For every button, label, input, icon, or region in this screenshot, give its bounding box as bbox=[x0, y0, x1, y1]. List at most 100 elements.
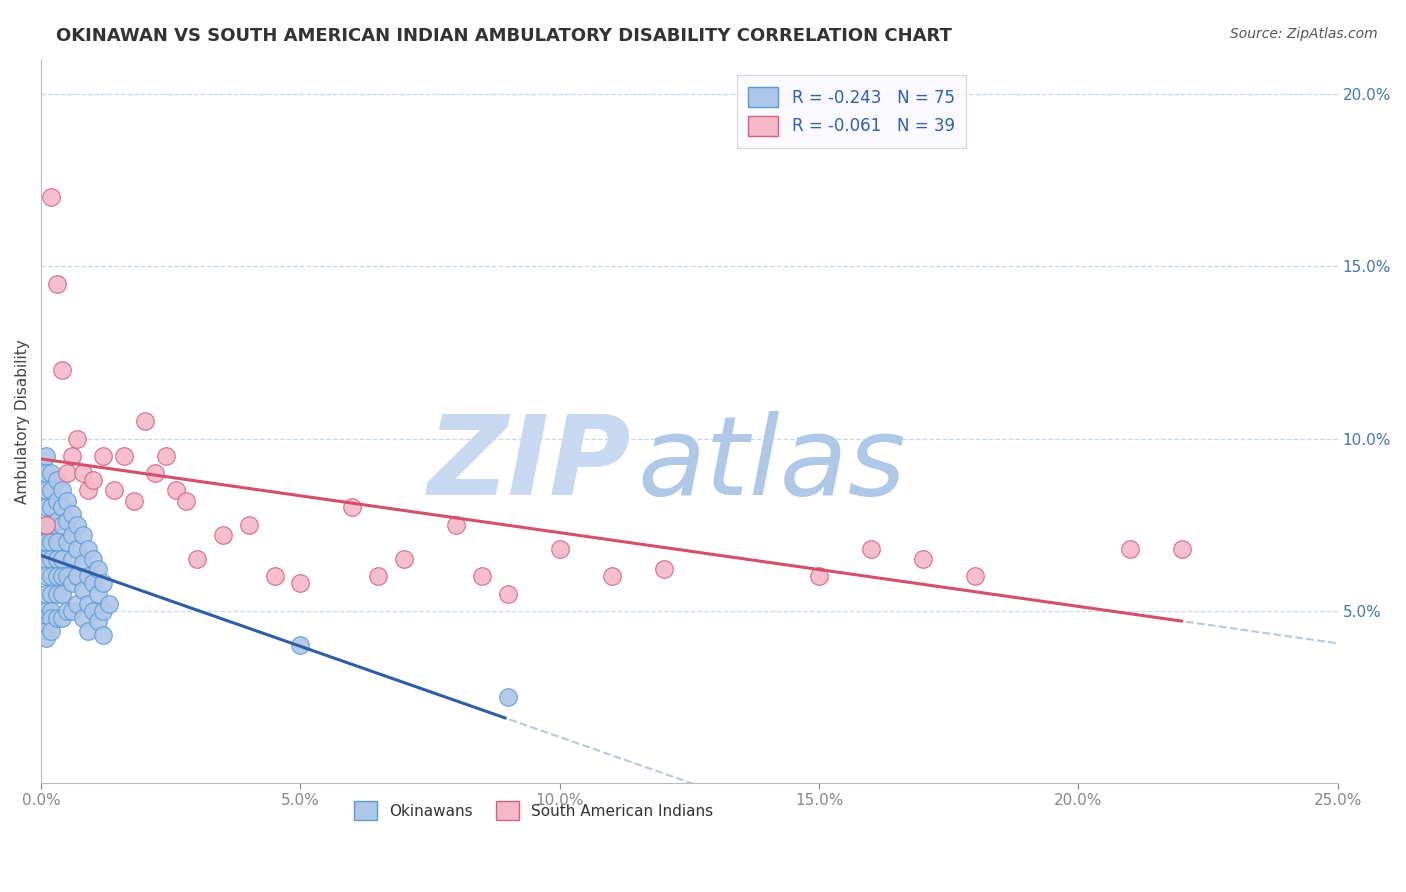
Point bbox=[66, 569, 89, 583]
Point bbox=[41, 569, 63, 583]
Point bbox=[51, 483, 73, 498]
Point bbox=[1171, 541, 1194, 556]
Point bbox=[35, 449, 58, 463]
Point bbox=[41, 604, 63, 618]
Point bbox=[41, 517, 63, 532]
Point bbox=[76, 483, 98, 498]
Point bbox=[93, 628, 115, 642]
Point bbox=[56, 604, 79, 618]
Point bbox=[35, 610, 58, 624]
Point bbox=[808, 569, 831, 583]
Point bbox=[66, 541, 89, 556]
Point bbox=[32, 535, 55, 549]
Point bbox=[51, 569, 73, 583]
Legend: Okinawans, South American Indians: Okinawans, South American Indians bbox=[349, 795, 720, 826]
Point bbox=[41, 624, 63, 639]
Point bbox=[41, 483, 63, 498]
Point bbox=[41, 190, 63, 204]
Point bbox=[56, 535, 79, 549]
Point bbox=[45, 535, 67, 549]
Point bbox=[56, 493, 79, 508]
Point bbox=[51, 517, 73, 532]
Point bbox=[45, 586, 67, 600]
Point bbox=[60, 604, 83, 618]
Point bbox=[41, 586, 63, 600]
Point bbox=[548, 541, 571, 556]
Point bbox=[87, 562, 110, 576]
Point bbox=[45, 473, 67, 487]
Point bbox=[1119, 541, 1142, 556]
Point bbox=[41, 500, 63, 515]
Point bbox=[66, 597, 89, 611]
Point bbox=[35, 517, 58, 532]
Point bbox=[35, 604, 58, 618]
Point bbox=[155, 449, 177, 463]
Point bbox=[263, 569, 285, 583]
Point bbox=[392, 552, 415, 566]
Point bbox=[496, 690, 519, 704]
Point bbox=[97, 597, 120, 611]
Point bbox=[103, 483, 125, 498]
Point bbox=[859, 541, 882, 556]
Point bbox=[963, 569, 986, 583]
Point bbox=[35, 483, 58, 498]
Point bbox=[35, 552, 58, 566]
Point bbox=[56, 514, 79, 528]
Point bbox=[186, 552, 208, 566]
Point bbox=[35, 617, 58, 632]
Point bbox=[82, 604, 104, 618]
Point bbox=[238, 517, 260, 532]
Point bbox=[496, 586, 519, 600]
Point bbox=[66, 432, 89, 446]
Point bbox=[165, 483, 187, 498]
Point bbox=[143, 466, 166, 480]
Point bbox=[56, 569, 79, 583]
Point bbox=[342, 500, 364, 515]
Point bbox=[112, 449, 135, 463]
Point bbox=[87, 614, 110, 628]
Point bbox=[134, 414, 156, 428]
Point bbox=[82, 473, 104, 487]
Point bbox=[93, 576, 115, 591]
Point bbox=[444, 517, 467, 532]
Point bbox=[56, 466, 79, 480]
Point bbox=[124, 493, 146, 508]
Point bbox=[60, 508, 83, 522]
Point bbox=[35, 517, 58, 532]
Point bbox=[72, 610, 94, 624]
Point bbox=[290, 638, 312, 652]
Point bbox=[367, 569, 389, 583]
Point bbox=[82, 576, 104, 591]
Point bbox=[45, 493, 67, 508]
Point bbox=[72, 466, 94, 480]
Point bbox=[41, 552, 63, 566]
Point bbox=[290, 576, 312, 591]
Point bbox=[35, 500, 58, 515]
Point bbox=[51, 586, 73, 600]
Point bbox=[45, 514, 67, 528]
Point bbox=[600, 569, 623, 583]
Point bbox=[66, 517, 89, 532]
Point bbox=[35, 569, 58, 583]
Point bbox=[35, 624, 58, 639]
Point bbox=[72, 583, 94, 598]
Point bbox=[45, 552, 67, 566]
Point bbox=[51, 552, 73, 566]
Point bbox=[72, 528, 94, 542]
Point bbox=[45, 277, 67, 291]
Point bbox=[471, 569, 494, 583]
Point bbox=[176, 493, 198, 508]
Point bbox=[41, 610, 63, 624]
Text: OKINAWAN VS SOUTH AMERICAN INDIAN AMBULATORY DISABILITY CORRELATION CHART: OKINAWAN VS SOUTH AMERICAN INDIAN AMBULA… bbox=[56, 27, 952, 45]
Point bbox=[35, 535, 58, 549]
Text: Source: ZipAtlas.com: Source: ZipAtlas.com bbox=[1230, 27, 1378, 41]
Point bbox=[211, 528, 233, 542]
Point bbox=[51, 500, 73, 515]
Point bbox=[82, 552, 104, 566]
Point bbox=[41, 535, 63, 549]
Point bbox=[652, 562, 675, 576]
Point bbox=[76, 597, 98, 611]
Point bbox=[93, 449, 115, 463]
Point bbox=[35, 632, 58, 646]
Point bbox=[76, 569, 98, 583]
